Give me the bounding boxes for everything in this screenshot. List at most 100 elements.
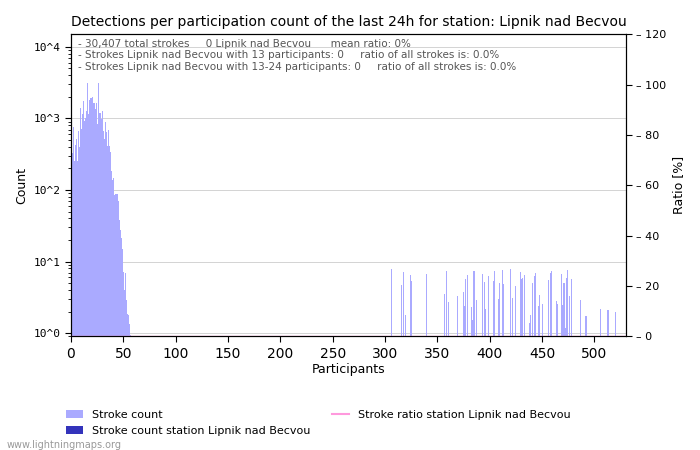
- Bar: [83, 101, 84, 450]
- Bar: [137, 445, 139, 450]
- Bar: [122, 272, 124, 450]
- Bar: [114, 195, 116, 450]
- Bar: [94, 103, 95, 450]
- Bar: [132, 390, 133, 450]
- Bar: [126, 300, 127, 450]
- Bar: [120, 238, 122, 450]
- Bar: [129, 324, 130, 450]
- Bar: [98, 83, 99, 450]
- Bar: [97, 124, 98, 450]
- Bar: [124, 290, 125, 450]
- Bar: [73, 127, 74, 450]
- Bar: [568, 296, 570, 450]
- Bar: [498, 283, 500, 450]
- Bar: [71, 153, 73, 450]
- Y-axis label: Ratio [%]: Ratio [%]: [672, 156, 685, 214]
- Bar: [76, 139, 77, 450]
- Bar: [80, 108, 81, 450]
- Bar: [99, 113, 100, 450]
- Bar: [456, 297, 458, 450]
- Bar: [519, 273, 521, 450]
- Bar: [85, 117, 86, 450]
- Bar: [521, 279, 522, 450]
- Bar: [585, 316, 587, 450]
- Bar: [482, 274, 483, 450]
- Bar: [532, 283, 533, 450]
- Bar: [105, 122, 106, 450]
- Bar: [90, 98, 92, 450]
- Bar: [570, 279, 572, 450]
- Bar: [116, 194, 118, 450]
- Bar: [94, 109, 96, 450]
- Bar: [125, 273, 126, 450]
- Bar: [112, 180, 113, 450]
- Bar: [524, 275, 525, 450]
- Bar: [102, 111, 103, 450]
- Bar: [564, 328, 566, 450]
- Bar: [75, 145, 76, 450]
- Bar: [551, 271, 552, 450]
- Bar: [538, 306, 540, 450]
- Bar: [127, 314, 128, 450]
- Bar: [473, 271, 475, 450]
- Bar: [131, 362, 132, 450]
- Bar: [556, 301, 557, 450]
- Bar: [104, 139, 105, 450]
- Bar: [510, 269, 511, 450]
- Bar: [426, 274, 428, 450]
- Bar: [100, 113, 101, 450]
- Text: - 30,407 total strokes     0 Lipnik nad Becvou      mean ratio: 0%
- Strokes Lip: - 30,407 total strokes 0 Lipnik nad Becv…: [78, 39, 516, 72]
- Bar: [78, 131, 79, 450]
- Bar: [484, 282, 485, 450]
- Bar: [530, 315, 531, 450]
- Bar: [82, 114, 83, 450]
- Y-axis label: Count: Count: [15, 167, 28, 204]
- Bar: [475, 300, 477, 450]
- Bar: [86, 111, 88, 450]
- Bar: [96, 104, 97, 450]
- Bar: [411, 281, 412, 450]
- Bar: [615, 312, 616, 450]
- Bar: [522, 278, 523, 450]
- Bar: [401, 285, 402, 450]
- Bar: [471, 307, 472, 450]
- Bar: [111, 171, 112, 450]
- Bar: [548, 280, 549, 450]
- Bar: [410, 275, 411, 450]
- Bar: [463, 292, 464, 450]
- Bar: [515, 286, 517, 450]
- Bar: [467, 275, 468, 450]
- Bar: [534, 276, 536, 450]
- Bar: [109, 146, 110, 450]
- Bar: [81, 129, 82, 450]
- Bar: [77, 161, 78, 450]
- Bar: [561, 274, 562, 450]
- Bar: [108, 130, 109, 450]
- Bar: [391, 269, 392, 450]
- Bar: [562, 305, 564, 450]
- Bar: [133, 377, 134, 450]
- Bar: [128, 315, 129, 450]
- Bar: [92, 97, 94, 450]
- Bar: [405, 315, 407, 450]
- Bar: [74, 161, 75, 450]
- Bar: [110, 152, 111, 450]
- X-axis label: Participants: Participants: [312, 364, 385, 377]
- Bar: [448, 302, 449, 450]
- Bar: [118, 220, 120, 450]
- Bar: [103, 131, 104, 450]
- Bar: [494, 270, 496, 450]
- Text: www.lightningmaps.org: www.lightningmaps.org: [7, 440, 122, 450]
- Bar: [580, 300, 581, 450]
- Bar: [135, 418, 136, 450]
- Bar: [107, 147, 108, 450]
- Bar: [512, 298, 513, 450]
- Bar: [130, 335, 131, 450]
- Bar: [542, 304, 543, 450]
- Bar: [529, 323, 530, 450]
- Bar: [106, 132, 107, 450]
- Bar: [88, 114, 90, 450]
- Title: Detections per participation count of the last 24h for station: Lipnik nad Becvo: Detections per participation count of th…: [71, 15, 627, 29]
- Legend: Stroke count, Stroke count station Lipnik nad Becvou, Stroke ratio station Lipni: Stroke count, Stroke count station Lipni…: [62, 405, 575, 440]
- Bar: [101, 119, 102, 450]
